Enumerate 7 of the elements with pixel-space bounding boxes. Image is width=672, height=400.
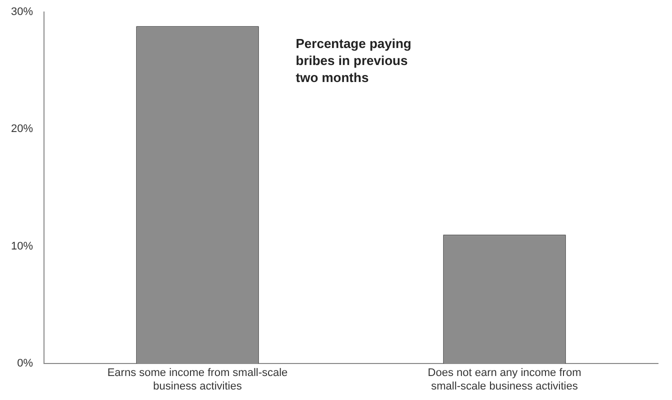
y-tick-label: 30%	[10, 6, 34, 18]
y-tick-label: 0%	[17, 358, 34, 370]
annotation: Percentage paying bribes in previous two months	[296, 36, 412, 86]
y-tick-label: 10%	[10, 240, 34, 252]
x-tick-label: Does not earn any income from small-scale business activities	[428, 367, 582, 392]
x-tick-label: Earns some income from small-scale business activities	[107, 367, 288, 392]
y-tick-label: 20%	[10, 123, 34, 136]
